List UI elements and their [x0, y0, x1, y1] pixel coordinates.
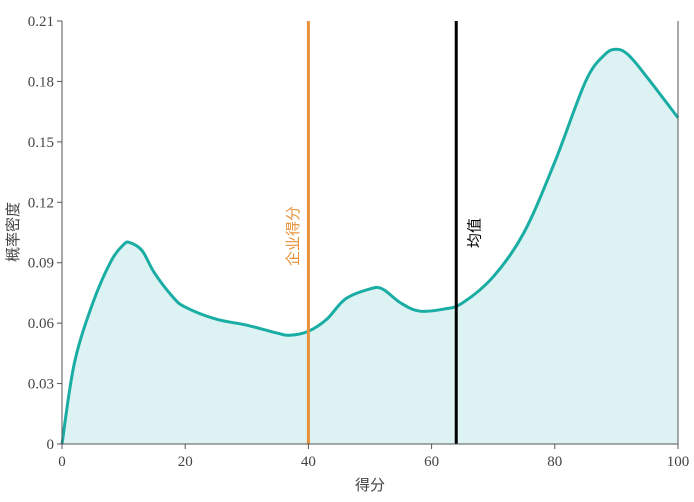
y-tick-label: 0.03	[28, 377, 54, 393]
x-tick-label: 0	[58, 454, 66, 470]
reference-label: 均值	[467, 218, 484, 248]
y-tick-label: 0.12	[28, 195, 54, 211]
x-tick-label: 40	[301, 454, 316, 470]
y-tick-label: 0.18	[28, 74, 54, 90]
y-tick-label: 0.21	[28, 14, 54, 30]
x-tick-label: 100	[667, 454, 690, 470]
x-tick-label: 60	[424, 454, 439, 470]
density-line	[60, 47, 680, 445]
y-tick-label: 0	[47, 437, 55, 453]
x-tick-label: 80	[547, 454, 562, 470]
reference-label: 企业得分	[284, 206, 302, 266]
x-tick-label: 20	[178, 454, 193, 470]
area-fill	[62, 49, 678, 444]
y-tick-label: 0.09	[28, 256, 54, 272]
y-tick-label: 0.15	[28, 135, 54, 151]
x-axis-label: 得分	[355, 477, 385, 494]
axis-frame	[61, 21, 679, 445]
y-tick-label: 0.06	[28, 316, 55, 332]
y-axis-label: 概率密度	[5, 202, 22, 262]
